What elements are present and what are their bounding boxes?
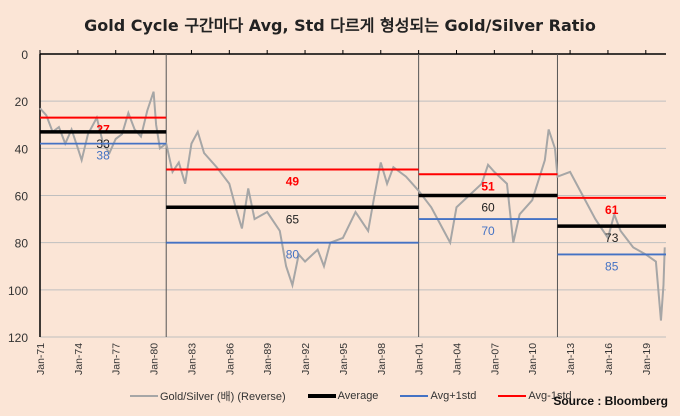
legend: Gold/Silver (배) (Reverse) Average Avg+1s… xyxy=(130,388,572,404)
average-label: 65 xyxy=(286,212,300,226)
source-note: Source : Bloomberg xyxy=(553,394,668,408)
avg-minus-1std-label: 51 xyxy=(481,179,495,193)
legend-item-plus: Avg+1std xyxy=(400,390,476,402)
x-tick-label: Jan-77 xyxy=(111,343,123,375)
y-tick-label: 40 xyxy=(15,142,29,156)
x-tick-label: Jan-07 xyxy=(489,343,501,375)
legend-label: Gold/Silver (배) (Reverse) xyxy=(160,391,286,403)
y-tick-label: 0 xyxy=(21,48,28,62)
y-tick-label: 100 xyxy=(8,284,28,298)
x-tick-label: Jan-95 xyxy=(338,343,350,375)
legend-item-series: Gold/Silver (배) (Reverse) xyxy=(130,388,286,404)
avg-minus-1std-label: 49 xyxy=(286,175,300,189)
average-label: 73 xyxy=(605,231,619,245)
x-tick-label: Jan-10 xyxy=(527,343,539,375)
avg-minus-1std-label: 61 xyxy=(605,203,619,217)
x-tick-label: Jan-04 xyxy=(451,343,463,375)
avg-plus-1std-label: 70 xyxy=(481,224,495,238)
y-tick-label: 20 xyxy=(15,95,29,109)
y-tick-label: 80 xyxy=(15,237,29,251)
x-tick-label: Jan-74 xyxy=(73,343,85,375)
x-tick-label: Jan-80 xyxy=(149,343,161,375)
average-label: 60 xyxy=(481,201,495,215)
x-tick-label: Jan-83 xyxy=(186,343,198,375)
avg-plus-1std-label: 80 xyxy=(286,248,300,262)
chart-title: Gold Cycle 구간마다 Avg, Std 다르게 형성되는 Gold/S… xyxy=(84,16,596,35)
avg-minus-1std-label: 27 xyxy=(96,123,110,137)
x-tick-label: Jan-19 xyxy=(641,343,653,375)
x-tick-label: Jan-86 xyxy=(224,343,236,375)
legend-item-minus: Avg-1std xyxy=(498,390,572,402)
x-tick-label: Jan-98 xyxy=(376,343,388,375)
avg-plus-1std-label: 85 xyxy=(605,259,619,273)
x-tick-label: Jan-71 xyxy=(35,343,47,375)
x-tick-label: Jan-13 xyxy=(565,343,577,375)
legend-label: Avg-1std xyxy=(528,390,572,402)
x-tick-label: Jan-16 xyxy=(603,343,615,375)
legend-label: Average xyxy=(337,390,379,402)
x-tick-label: Jan-89 xyxy=(262,343,274,375)
series-line-gold-silver xyxy=(39,91,666,321)
legend-label: Avg+1std xyxy=(430,390,477,402)
legend-item-average: Average xyxy=(307,390,379,402)
avg-plus-1std-label: 38 xyxy=(96,149,110,163)
y-tick-label: 120 xyxy=(8,331,28,345)
x-tick-label: Jan-01 xyxy=(414,343,426,375)
x-tick-label: Jan-92 xyxy=(300,343,312,375)
y-tick-label: 60 xyxy=(15,190,29,204)
